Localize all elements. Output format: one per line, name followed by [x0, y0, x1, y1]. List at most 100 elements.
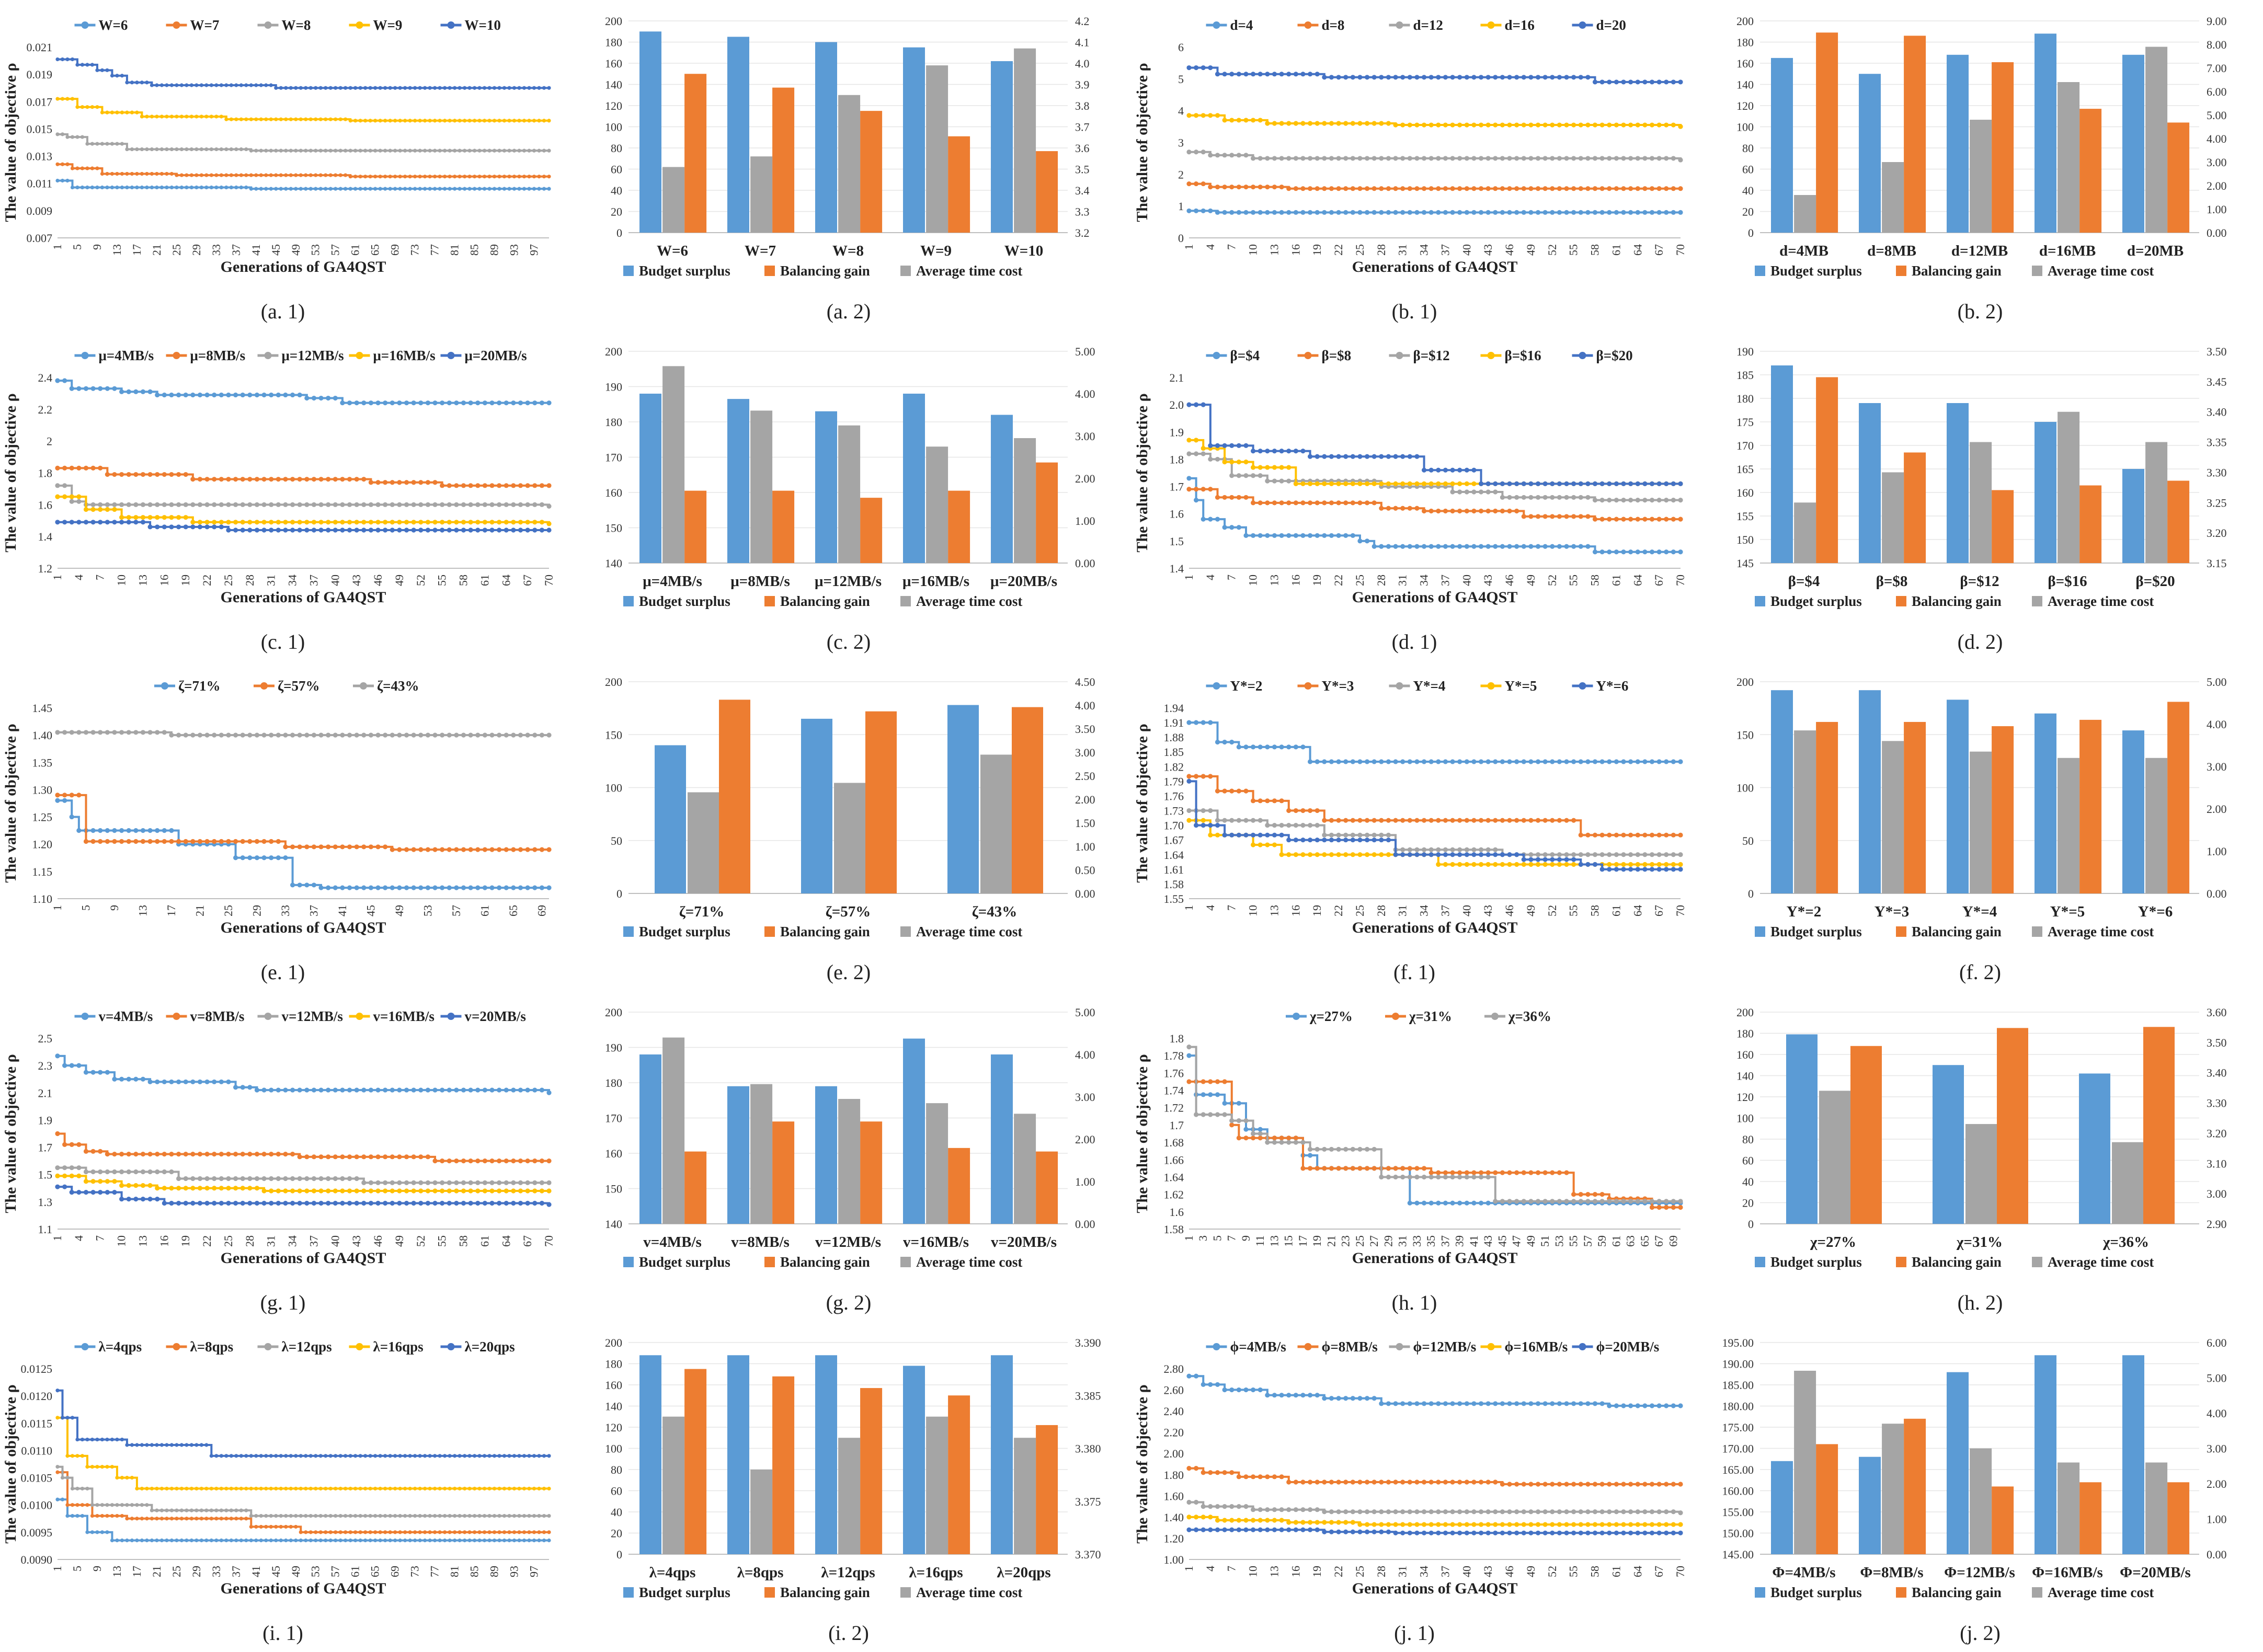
data-point [1421, 759, 1427, 764]
data-point [1421, 818, 1427, 823]
data-point [467, 1454, 472, 1458]
data-point [1507, 759, 1512, 764]
data-point [390, 847, 395, 852]
data-point [199, 185, 203, 190]
data-point [1457, 481, 1462, 486]
data-point [1678, 124, 1683, 129]
data-point [209, 173, 213, 177]
data-point [1528, 544, 1534, 549]
y2-tick-label: 1.00 [2207, 845, 2227, 858]
series-line [1189, 210, 1681, 214]
data-point [1671, 156, 1676, 161]
data-point [1450, 489, 1455, 495]
data-point [1236, 1527, 1241, 1532]
data-point [1507, 852, 1512, 857]
data-point [1364, 121, 1370, 126]
data-point [1186, 402, 1192, 407]
data-point [1478, 489, 1484, 495]
data-point [398, 1486, 402, 1491]
y-tick-label: 175 [1736, 416, 1754, 429]
data-point [90, 142, 95, 146]
data-point [226, 520, 231, 525]
x-axis-title: Generations of GA4QST [1352, 1249, 1518, 1267]
data-point [511, 1180, 516, 1185]
data-point [147, 472, 153, 477]
data-point [1393, 1401, 1398, 1406]
data-point [1386, 75, 1391, 80]
data-point [1443, 1174, 1448, 1180]
data-point [1194, 1373, 1199, 1379]
data-point [477, 86, 482, 90]
data-point [532, 520, 538, 525]
data-point [1550, 1522, 1555, 1527]
data-point [83, 1190, 89, 1195]
data-point [497, 1200, 502, 1206]
data-point [1656, 481, 1662, 486]
data-point [525, 502, 530, 507]
data-point [1521, 1199, 1526, 1204]
data-point [507, 1538, 511, 1543]
data-point [1649, 549, 1655, 555]
x-axis-title: Generations of GA4QST [221, 1580, 386, 1597]
data-point [1279, 798, 1284, 804]
category-label: Φ=8MB/s [1860, 1564, 1923, 1581]
bar [865, 711, 897, 893]
data-point [1329, 156, 1334, 161]
y-tick-label: 1.4 [38, 530, 53, 543]
y-tick-label: 180 [605, 1358, 622, 1371]
data-point [411, 527, 416, 533]
y2-tick-label: 3.380 [1075, 1442, 1101, 1455]
series-line [1189, 1516, 1681, 1526]
bar [1933, 1065, 1964, 1224]
data-point [1364, 210, 1370, 215]
data-point [183, 524, 188, 530]
y-tick-label: 185.00 [1722, 1379, 1754, 1392]
data-point [482, 483, 487, 488]
data-point [90, 520, 96, 525]
data-point [297, 527, 302, 533]
data-point [398, 148, 402, 153]
data-point [1635, 122, 1640, 128]
data-point [308, 187, 313, 191]
data-point [1350, 1479, 1355, 1485]
data-point [1322, 1146, 1327, 1152]
data-point [1450, 862, 1455, 867]
data-point [1407, 481, 1412, 486]
x-tick-label: 61 [478, 905, 491, 916]
data-point [393, 1513, 397, 1518]
data-point [284, 1513, 288, 1518]
data-point [1550, 481, 1555, 486]
y-tick-label: 1.70 [1164, 819, 1184, 832]
data-point [234, 1538, 238, 1543]
x-axis-title: Generations of GA4QST [1352, 1580, 1518, 1597]
data-point [383, 1087, 388, 1093]
x-tick-label: 49 [1524, 1566, 1537, 1577]
legend-label: β=$12 [1413, 348, 1450, 363]
data-point [1208, 1112, 1213, 1117]
data-point [299, 1538, 303, 1543]
data-point [55, 1131, 60, 1137]
data-point [440, 885, 445, 890]
data-point [393, 1486, 397, 1491]
data-point [1251, 72, 1256, 77]
x-tick-label: 34 [1418, 1566, 1431, 1577]
data-point [1585, 852, 1591, 857]
data-point [1279, 1135, 1284, 1141]
data-point [1664, 852, 1669, 857]
data-point [140, 1183, 146, 1188]
data-point [125, 171, 129, 176]
data-point [176, 1079, 181, 1085]
x-tick-label: 55 [1567, 1566, 1580, 1577]
data-point [1336, 75, 1341, 80]
data-point [112, 1152, 117, 1157]
x-tick-label: 47 [1510, 1235, 1523, 1247]
data-point [244, 147, 248, 152]
data-point [75, 1513, 79, 1518]
legend-label: Y*=6 [1596, 678, 1629, 694]
data-point [1628, 517, 1633, 522]
data-point [1642, 210, 1648, 215]
data-point [546, 527, 552, 533]
x-tick-label: 28 [243, 575, 256, 586]
y-tick-label: 2.4 [38, 371, 53, 384]
data-point [1671, 210, 1676, 215]
